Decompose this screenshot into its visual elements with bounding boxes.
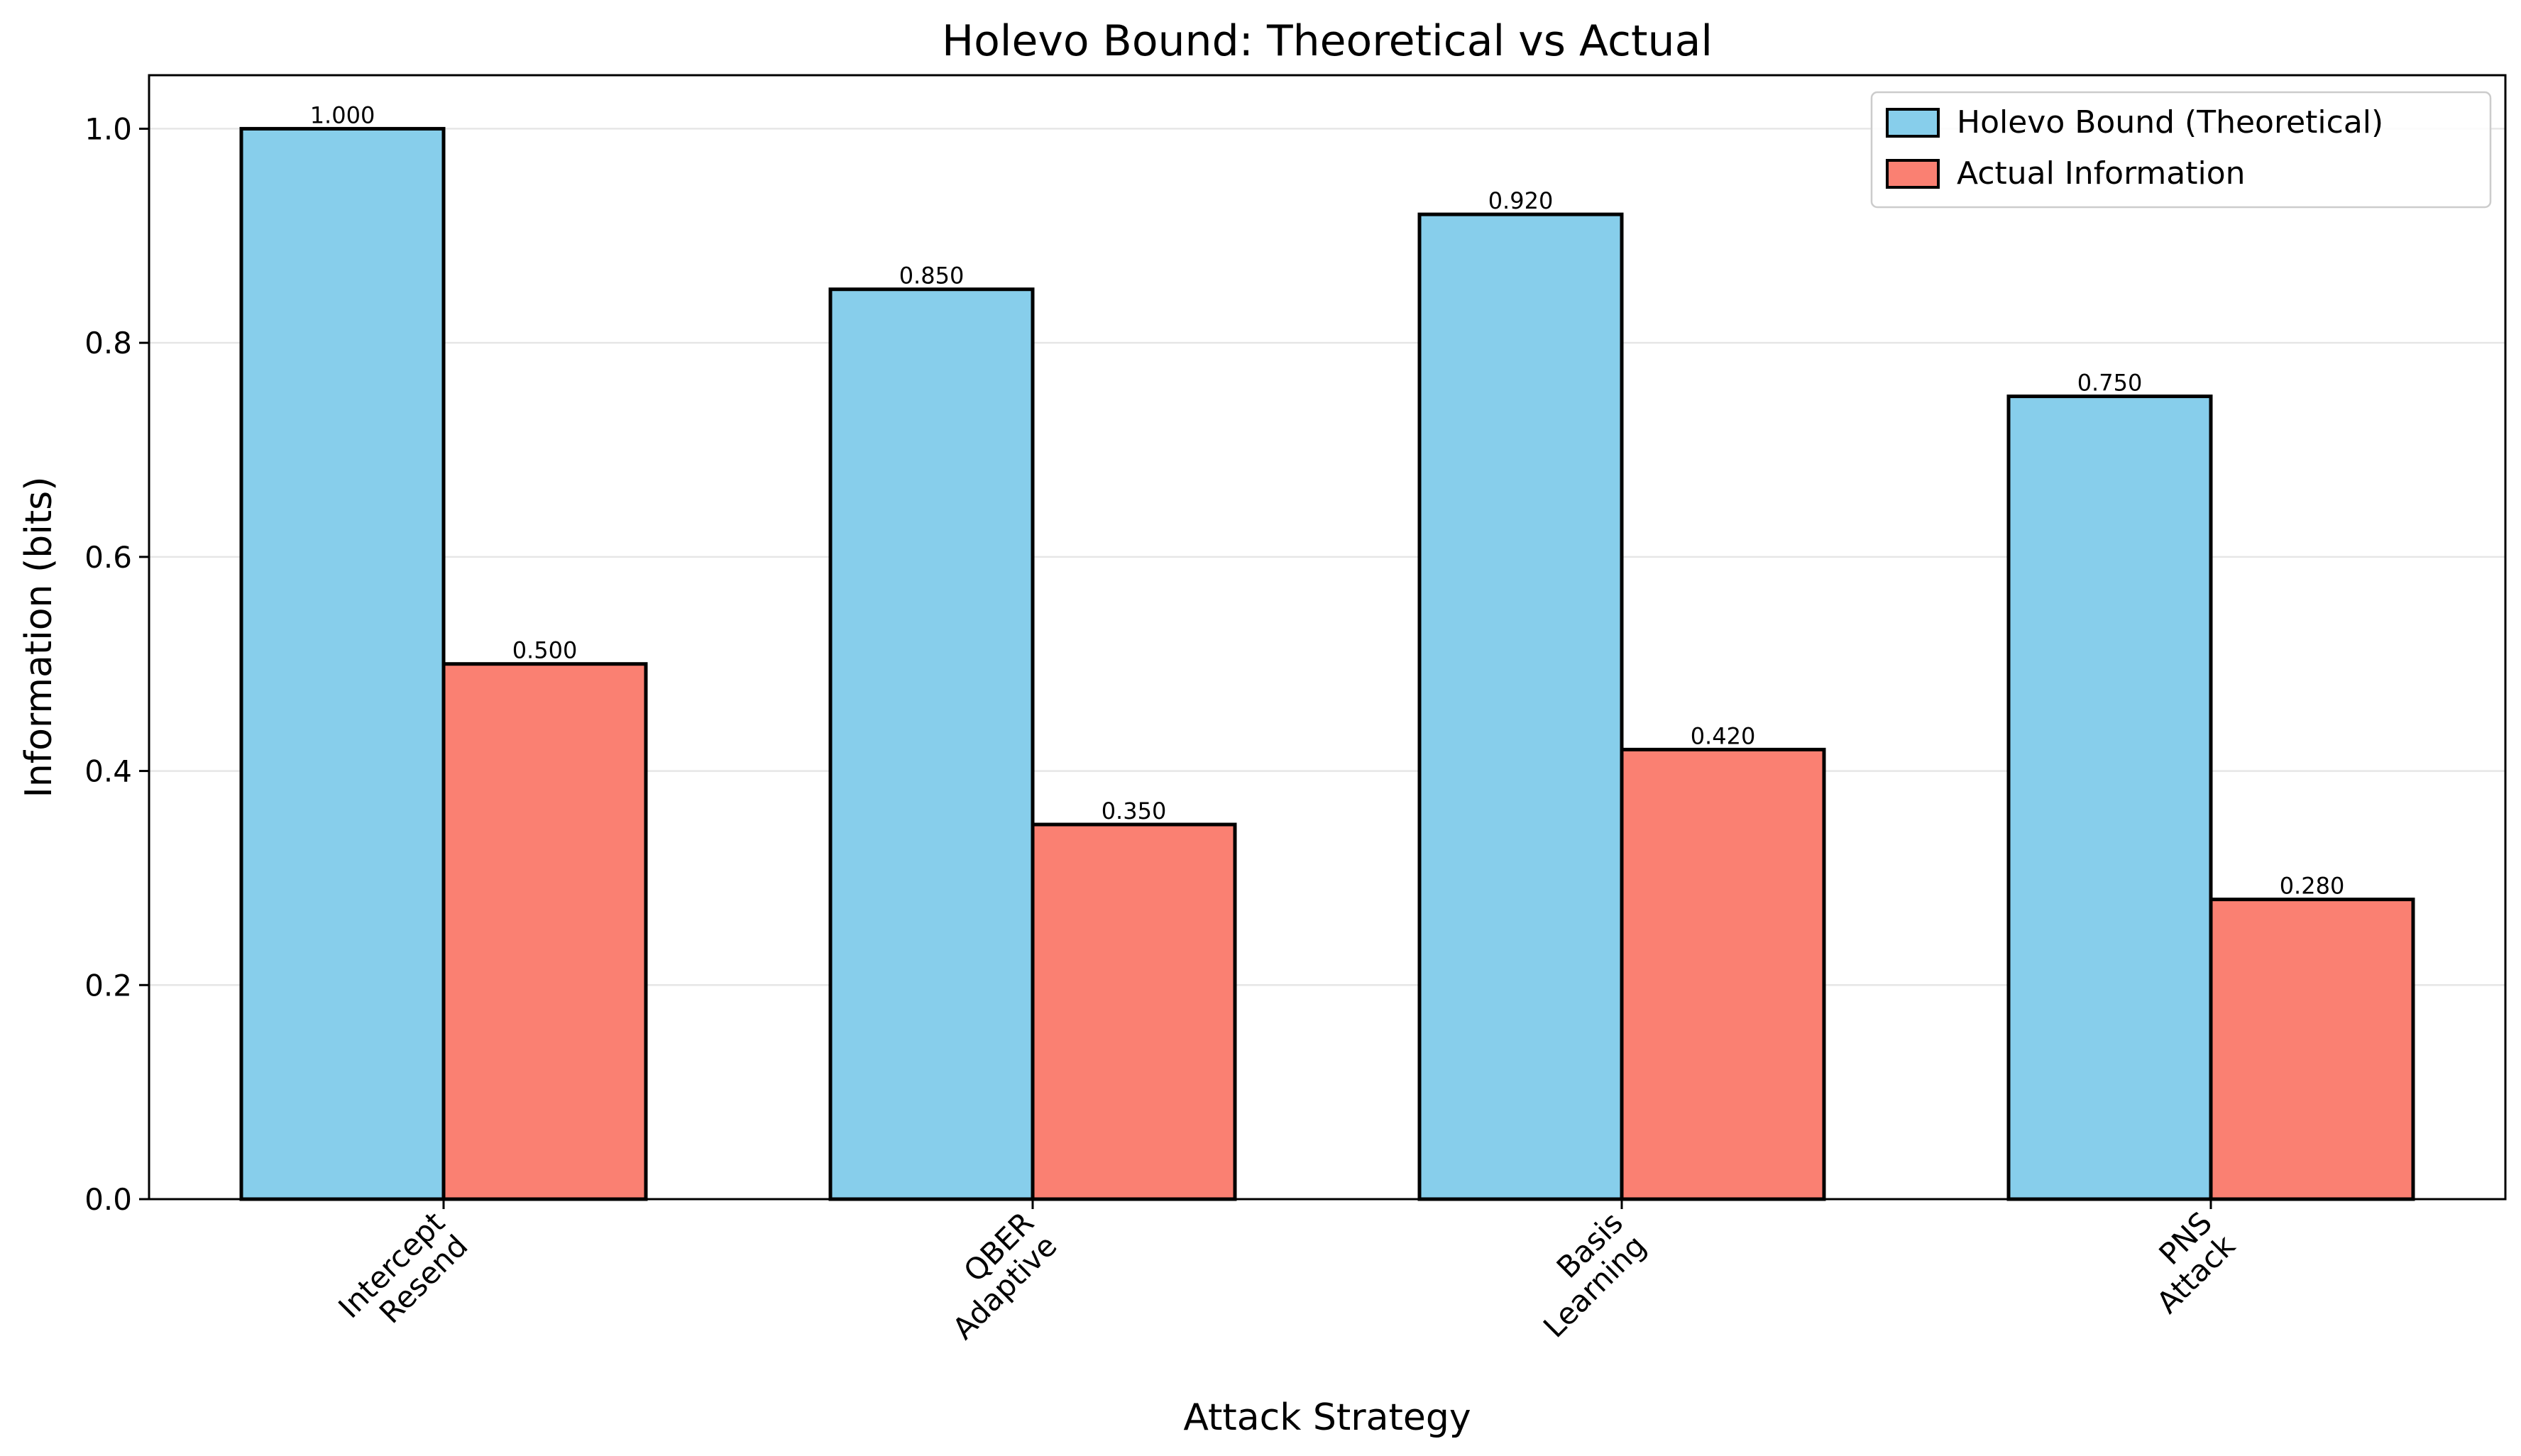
bar-holevo-bound: [2006, 395, 2213, 1201]
legend-frame: [1870, 91, 2492, 209]
bar-value-label: 0.420: [1691, 722, 1756, 749]
bar-holevo-bound: [828, 287, 1035, 1201]
bar-actual-information: [1620, 747, 1826, 1201]
y-tick-label: 0.4: [84, 754, 132, 789]
bar-holevo-bound: [1417, 212, 1624, 1201]
bar-value-label: 0.850: [899, 263, 965, 289]
bar-value-label: 0.750: [2077, 370, 2143, 397]
legend: Holevo Bound (Theoretical) Actual Informa…: [1870, 91, 2492, 209]
bar-holevo-bound: [239, 126, 446, 1201]
bar-value-label: 0.280: [2280, 873, 2345, 900]
legend-entry-label: Actual Information: [1957, 155, 2246, 192]
chart-title: Holevo Bound: Theoretical vs Actual: [942, 16, 1713, 66]
bar-value-label: 0.920: [1488, 187, 1554, 214]
bar-value-label: 0.500: [512, 637, 578, 664]
y-tick-label: 0.8: [84, 326, 132, 360]
y-tick-label: 0.0: [84, 1182, 132, 1217]
legend-swatch: [1886, 159, 1940, 189]
bar-actual-information: [1031, 822, 1237, 1201]
y-tick-label: 0.6: [84, 540, 132, 575]
bar-value-label: 1.000: [310, 101, 375, 128]
y-tick-label: 1.0: [84, 111, 132, 146]
data-labels: 1.000 0.500 0.850 0.350 0.920 0.420 0.750 0.280: [310, 101, 2345, 899]
y-tick-label: 0.2: [84, 968, 132, 1003]
y-axis-ticks: 0.0 0.2 0.4 0.6 0.8 1.0: [84, 111, 149, 1217]
bars: [239, 126, 2415, 1201]
bar-actual-information: [2209, 898, 2415, 1201]
bar-value-label: 0.350: [1102, 798, 1167, 824]
bar-actual-information: [441, 662, 648, 1201]
x-axis-label: Attack Strategy: [1183, 1396, 1471, 1439]
legend-entry-label: Holevo Bound (Theoretical): [1957, 104, 2383, 140]
y-axis-label: Information (bits): [18, 476, 60, 798]
plot-frame: [148, 74, 2507, 1201]
legend-swatch: [1886, 108, 1940, 138]
